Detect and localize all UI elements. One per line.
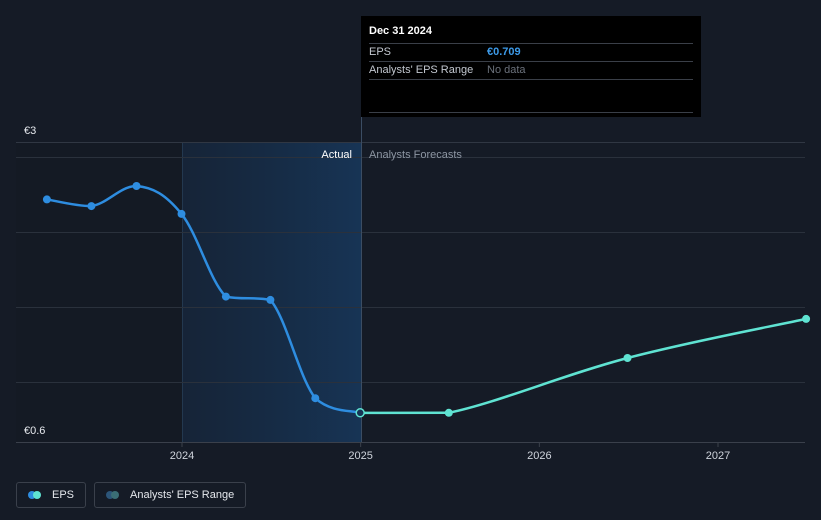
actual-region-label: Actual [321,149,352,161]
legend-eps-button[interactable]: EPS [16,482,87,508]
legend-eps-label: EPS [52,489,75,501]
data-point-actual[interactable] [221,292,230,301]
tooltip-eps-value: €0.709 [487,46,521,58]
x-tick-label: 2025 [348,450,372,462]
data-point-actual[interactable] [87,202,96,211]
legend: EPS Analysts' EPS Range [16,482,247,508]
x-tick-label: 2026 [527,450,551,462]
tooltip-date: Dec 31 2024 [369,24,693,44]
tooltip-range-row: Analysts' EPS Range No data [369,62,693,80]
data-point-actual[interactable] [311,394,320,403]
gridlines [16,142,805,383]
data-point-forecast[interactable] [444,408,453,417]
legend-range-label: Analysts' EPS Range [130,489,235,501]
data-point-forecast[interactable] [623,354,632,362]
tooltip-range-value: No data [487,64,526,76]
tooltip: Dec 31 2024 EPS €0.709 Analysts' EPS Ran… [361,16,701,117]
range-legend-icon [106,491,122,499]
actual-region-highlight [182,142,361,442]
tooltip-eps-label: EPS [369,46,392,58]
y-axis-bottom-label: €0.6 [24,425,45,437]
legend-range-button[interactable]: Analysts' EPS Range [94,482,247,508]
forecast-region-label: Analysts Forecasts [369,149,462,161]
data-point-forecast[interactable] [802,314,811,323]
x-tick-label: 2027 [706,450,730,462]
x-axis-ticks: 2024 2025 2026 2027 [170,442,730,462]
data-point-actual[interactable] [355,408,365,418]
past-region [16,142,182,442]
series-line-actual [45,184,362,415]
tooltip-eps-row: EPS €0.709 [369,44,693,62]
tooltip-spacer [369,80,693,113]
x-tick-label: 2024 [170,450,194,462]
y-axis-top-label: €3 [24,125,36,137]
tooltip-range-label: Analysts' EPS Range [369,64,474,76]
data-point-actual[interactable] [177,209,186,218]
data-point-actual[interactable] [266,295,275,304]
series-layer [42,182,811,418]
data-point-actual[interactable] [42,195,51,204]
eps-legend-icon [28,491,44,499]
data-point-actual[interactable] [132,182,141,190]
series-line-forecast [358,317,808,415]
